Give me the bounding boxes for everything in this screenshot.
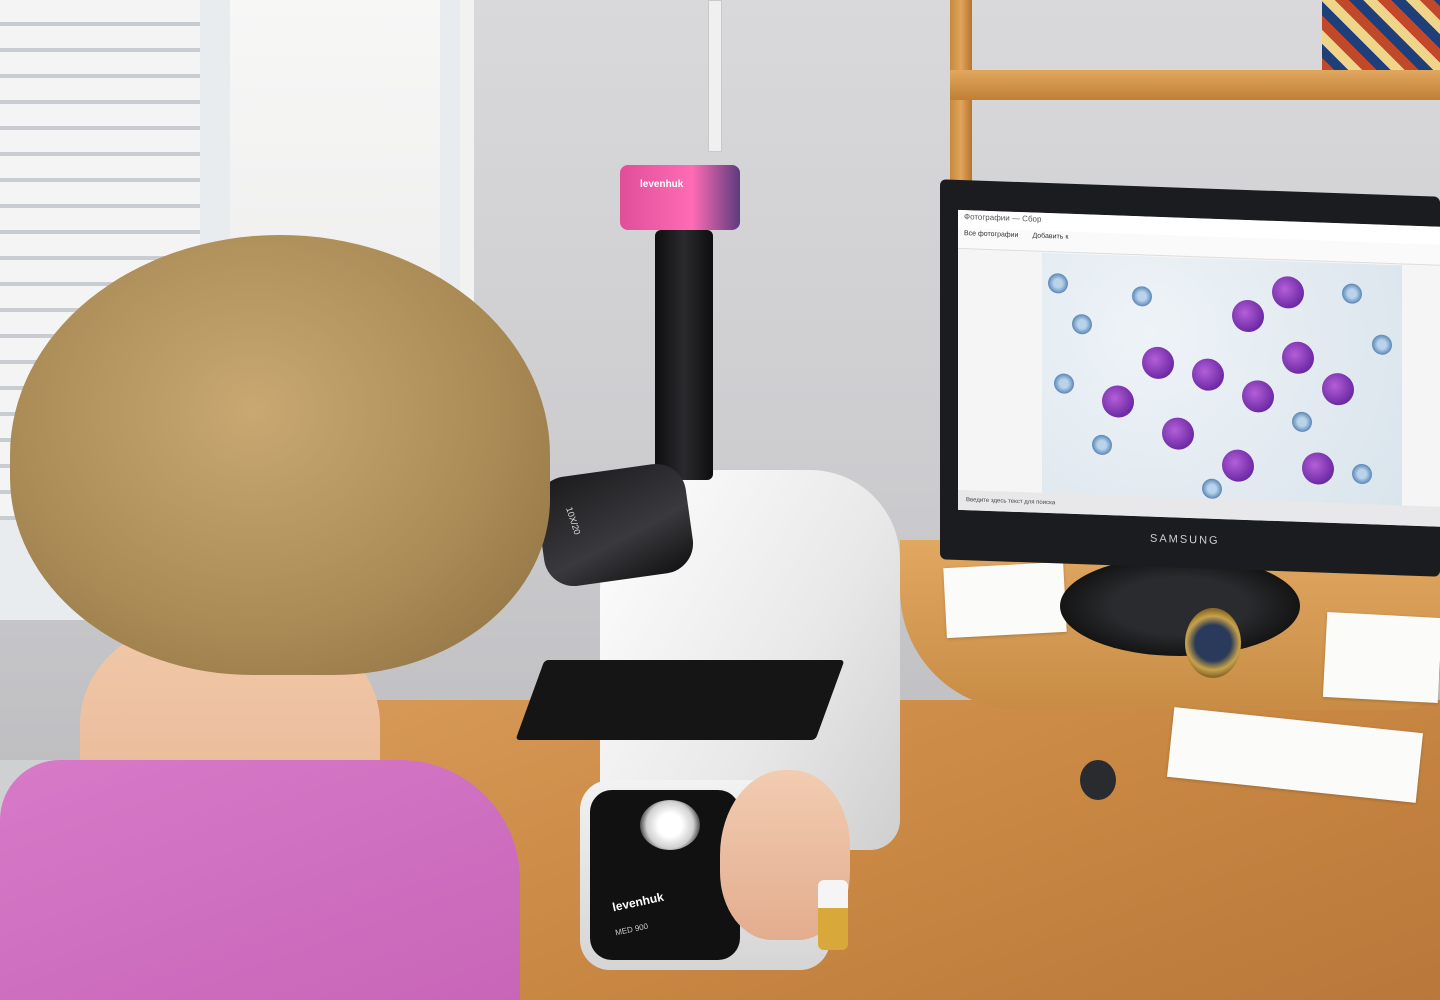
white-blood-cell [1102, 384, 1134, 419]
wristwatch [1185, 608, 1241, 678]
oil-vial [818, 880, 848, 950]
person-shirt [0, 760, 520, 1000]
eyepiece-label: 10X/20 [564, 505, 583, 536]
paper-sheet [1322, 612, 1440, 703]
red-blood-cell [1132, 285, 1152, 307]
monitor-brand: SAMSUNG [1150, 532, 1220, 548]
red-blood-cell [1342, 283, 1362, 305]
white-blood-cell [1162, 417, 1194, 451]
red-blood-cell [1092, 434, 1112, 456]
camera-adapter-tube [655, 230, 713, 480]
white-blood-cell [1272, 275, 1304, 309]
white-blood-cell [1302, 451, 1334, 486]
microscope-eyepiece: 10X/20 [533, 460, 697, 590]
red-blood-cell [1072, 313, 1092, 335]
white-blood-cell [1142, 346, 1174, 380]
monitor: Фотографии — Сбор Все фотографии Добавит… [940, 179, 1440, 577]
microscope-stage [515, 660, 845, 740]
monitor-screen: Фотографии — Сбор Все фотографии Добавит… [958, 209, 1440, 527]
mouse [1080, 760, 1116, 800]
illuminator-lamp [640, 800, 700, 850]
white-blood-cell [1222, 449, 1254, 483]
monitor-stand [1060, 556, 1300, 656]
red-blood-cell [1292, 411, 1312, 433]
person-hair [10, 235, 550, 675]
red-blood-cell [1048, 273, 1068, 294]
white-blood-cell [1232, 299, 1264, 333]
white-blood-cell [1192, 358, 1224, 392]
white-blood-cell [1242, 379, 1274, 413]
camera-brand: levenhuk [640, 179, 684, 190]
microscope-camera: levenhuk [620, 165, 740, 230]
red-blood-cell [1054, 373, 1074, 394]
white-blood-cell [1322, 372, 1354, 406]
decorative-tiles [1322, 0, 1440, 72]
wall-cable-duct [708, 0, 722, 152]
paper-sheet [943, 561, 1067, 639]
shelf-top [950, 70, 1440, 100]
all-photos-button[interactable]: Все фотографии [964, 230, 1019, 240]
micrograph-image [1042, 252, 1402, 516]
white-blood-cell [1282, 341, 1314, 375]
add-to-button[interactable]: Добавить к [1032, 232, 1069, 241]
red-blood-cell [1202, 478, 1222, 500]
red-blood-cell [1372, 334, 1392, 356]
red-blood-cell [1352, 463, 1372, 485]
